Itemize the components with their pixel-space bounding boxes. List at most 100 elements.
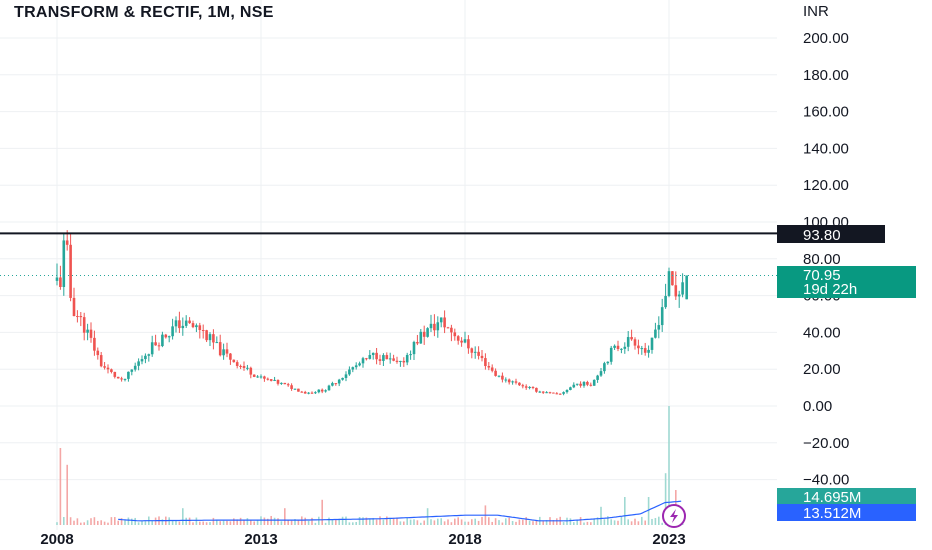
last-price-tag-label: 70.95 [803,267,841,284]
candle-body [232,359,236,363]
candle-body [402,360,406,363]
candle-body [208,334,212,341]
candle-body [300,391,304,393]
y-tick-label: −40.00 [803,472,849,489]
candle-body [630,337,633,340]
volume-bar [69,517,72,525]
volume-ma-path [118,500,682,522]
candle-body [201,329,205,331]
candle-body [344,374,348,378]
candle-body [303,391,307,394]
symbol-title[interactable]: TRANSFORM & RECTIF, 1M, NSE [14,4,274,21]
volume-bar [647,497,650,525]
candle-body [82,317,86,333]
candle-body [654,329,657,338]
volume-bar [212,517,215,525]
volume-bar [321,499,323,525]
candle-body [521,385,525,387]
candle-body [273,379,276,381]
volume-bar [528,520,531,525]
resistance-tag-label: 93.80 [803,227,841,244]
candle-body [354,365,358,368]
volume-bar [209,522,211,525]
candle-body [195,325,198,328]
volume-bar [372,517,374,525]
volume-bar [613,520,616,525]
candle-body [463,339,467,343]
grid-lines [0,0,777,530]
candle-body [130,369,134,372]
candle-body [191,323,195,328]
candle-body [113,371,117,377]
candle-body [246,367,249,369]
candle-body [239,365,242,367]
volume-bar [508,517,510,525]
candle-body [62,240,66,288]
candle-body [504,379,508,381]
y-tick-label: 80.00 [803,251,841,268]
volume-bar [511,521,514,525]
volume-bar [440,518,442,525]
volume-bar [294,519,296,525]
candle-body [671,271,674,286]
volume-bar [311,517,313,525]
time-axis[interactable]: 2008 2013 2018 2023 [40,531,685,548]
volume-bar [205,522,208,525]
candle-body [443,317,446,328]
volume-bar [253,521,255,525]
candle-body [558,393,562,395]
candle-body [664,295,667,308]
volume-bar [318,516,320,525]
volume-bar [195,517,198,525]
tradingview-logo-icon[interactable] [662,504,686,528]
volume-bar [420,522,422,525]
candle-body [589,384,593,386]
candle-body [334,383,338,385]
candle-body [439,317,443,323]
candle-body [388,358,392,360]
volume-bar [280,521,283,525]
volume-bar [406,517,408,525]
candle-body [157,345,161,347]
candle-body [154,342,157,346]
candle-body [422,331,426,337]
volume-bar [501,522,504,525]
volume-bar [171,520,174,525]
volume-bar [494,518,497,525]
volume-bar [182,508,184,525]
volume-bar [443,521,446,525]
x-tick-label: 2018 [448,531,481,548]
volume-bar [178,521,181,525]
y-tick-label: 180.00 [803,67,849,84]
candle-body [331,383,334,386]
candle-body [433,323,436,331]
volume-bar [474,518,476,525]
candle-body [685,275,688,300]
candle-body [314,392,317,394]
volume-bar [267,518,269,525]
volume-bar [114,517,116,525]
volume-bar [488,517,490,525]
candle-body [460,340,463,343]
volume-bar [161,519,164,525]
volume-bar [365,517,368,525]
volume-bar [107,522,109,525]
volume-bar [583,522,585,525]
volume-bar [637,521,640,525]
candle-body [120,378,123,380]
candle-body [164,334,168,338]
candle-body [623,346,627,349]
candle-body [650,337,654,350]
price-tags: 93.80 70.95 19d 22h 14.695M 13.512M [777,225,916,522]
candle-body [501,375,504,380]
volume-bar [481,516,483,525]
candle-body [569,387,572,391]
candle-body [609,347,613,362]
price-axis[interactable]: 200.00180.00160.00140.00120.00100.0080.0… [803,30,849,489]
volume-bar [63,516,65,525]
y-tick-label: −20.00 [803,435,849,452]
candle-body [667,271,671,296]
candle-body [456,336,460,341]
volume-bar [593,518,595,525]
